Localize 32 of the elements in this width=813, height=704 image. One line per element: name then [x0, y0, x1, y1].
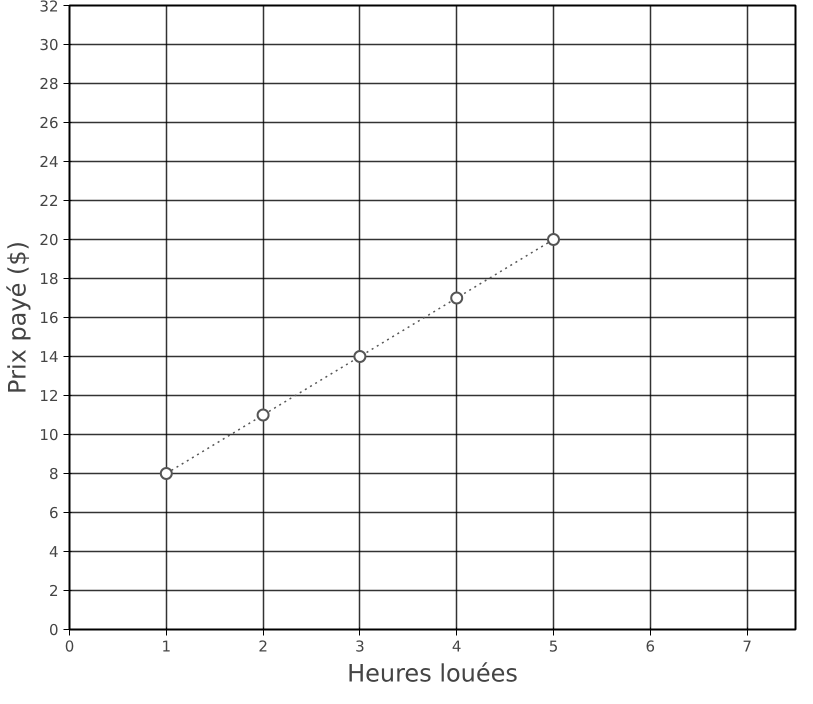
- y-tick-label: 4: [48, 543, 59, 561]
- point: [547, 233, 560, 246]
- y-tick-label: 30: [39, 36, 59, 54]
- x-tick-label: 3: [355, 638, 365, 656]
- y-tick-label: 10: [39, 426, 59, 444]
- x-tick-label: 6: [646, 638, 656, 656]
- x-tick-label: 2: [258, 638, 268, 656]
- y-tick-label: 6: [48, 504, 59, 522]
- point: [353, 350, 366, 363]
- y-tick-label: 20: [39, 231, 59, 249]
- y-tick-label: 18: [39, 270, 59, 288]
- point: [160, 467, 173, 480]
- y-tick-label: 32: [39, 0, 59, 16]
- y-axis-title: Prix payé ($): [3, 241, 32, 394]
- x-tick-label: 4: [452, 638, 462, 656]
- y-tick-label: 14: [39, 348, 59, 366]
- y-tick-label: 22: [39, 192, 59, 210]
- x-tick-label: 7: [742, 638, 752, 656]
- y-tick-label: 16: [39, 309, 59, 327]
- x-axis-title: Heures louées: [347, 660, 518, 688]
- y-tick-label: 8: [48, 465, 59, 483]
- x-tick-label: 0: [64, 638, 74, 656]
- y-tick-label: 12: [39, 387, 59, 405]
- y-tick-label: 2: [48, 582, 59, 600]
- y-tick-label: 26: [39, 114, 59, 132]
- point: [450, 292, 464, 304]
- y-tick-label: 0: [48, 621, 59, 639]
- y-tick-label: 28: [39, 75, 59, 93]
- x-tick-label: 1: [162, 638, 172, 656]
- point: [256, 408, 270, 422]
- y-tick-label: 24: [39, 153, 59, 171]
- x-tick-label: 5: [548, 638, 558, 656]
